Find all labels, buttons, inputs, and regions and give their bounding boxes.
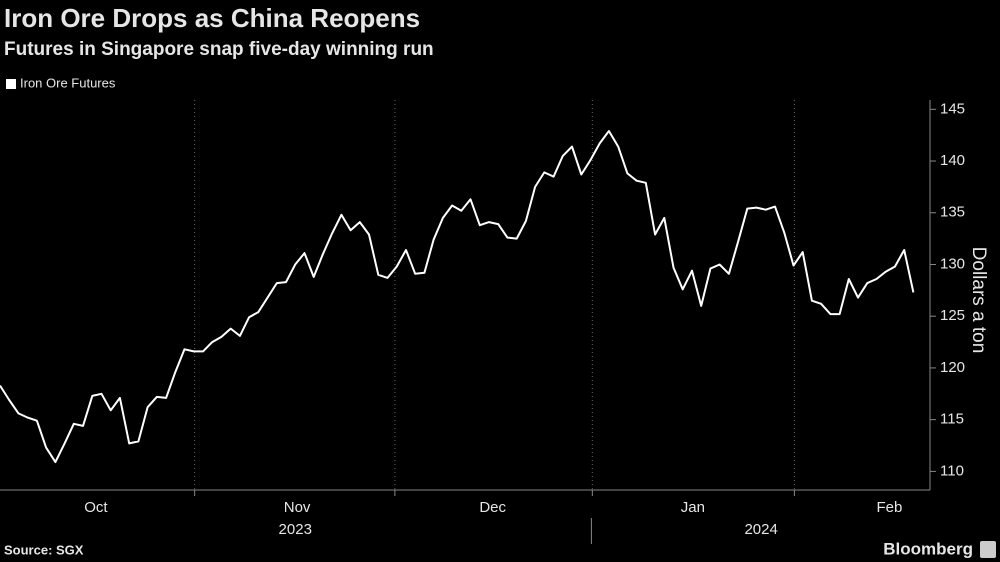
- y-tick-label: 130: [940, 255, 965, 272]
- x-tick-label: Dec: [479, 499, 506, 516]
- brand-icon: [980, 541, 996, 558]
- chart-title: Iron Ore Drops as China Reopens: [4, 3, 420, 33]
- y-axis-label: Dollars a ton: [968, 247, 989, 354]
- x-tick-label: Oct: [84, 499, 108, 516]
- x-tick-label: Nov: [284, 499, 311, 516]
- chart-subtitle: Futures in Singapore snap five-day winni…: [4, 39, 434, 60]
- year-label: 2024: [744, 521, 777, 538]
- y-tick-label: 140: [940, 152, 965, 169]
- legend-label: Iron Ore Futures: [20, 75, 116, 90]
- y-tick-label: 145: [940, 100, 965, 117]
- x-tick-label: Feb: [876, 499, 902, 516]
- legend-swatch: [6, 79, 16, 89]
- y-tick-label: 120: [940, 359, 965, 376]
- brand: Bloomberg: [883, 539, 973, 558]
- year-label: 2023: [279, 521, 312, 538]
- y-tick-label: 115: [940, 411, 964, 428]
- x-tick-label: Jan: [681, 499, 705, 516]
- y-tick-label: 125: [940, 307, 965, 324]
- line: [0, 130, 915, 464]
- source: Source: SGX: [4, 542, 84, 557]
- y-tick-label: 110: [940, 462, 964, 479]
- y-tick-label: 135: [940, 204, 965, 221]
